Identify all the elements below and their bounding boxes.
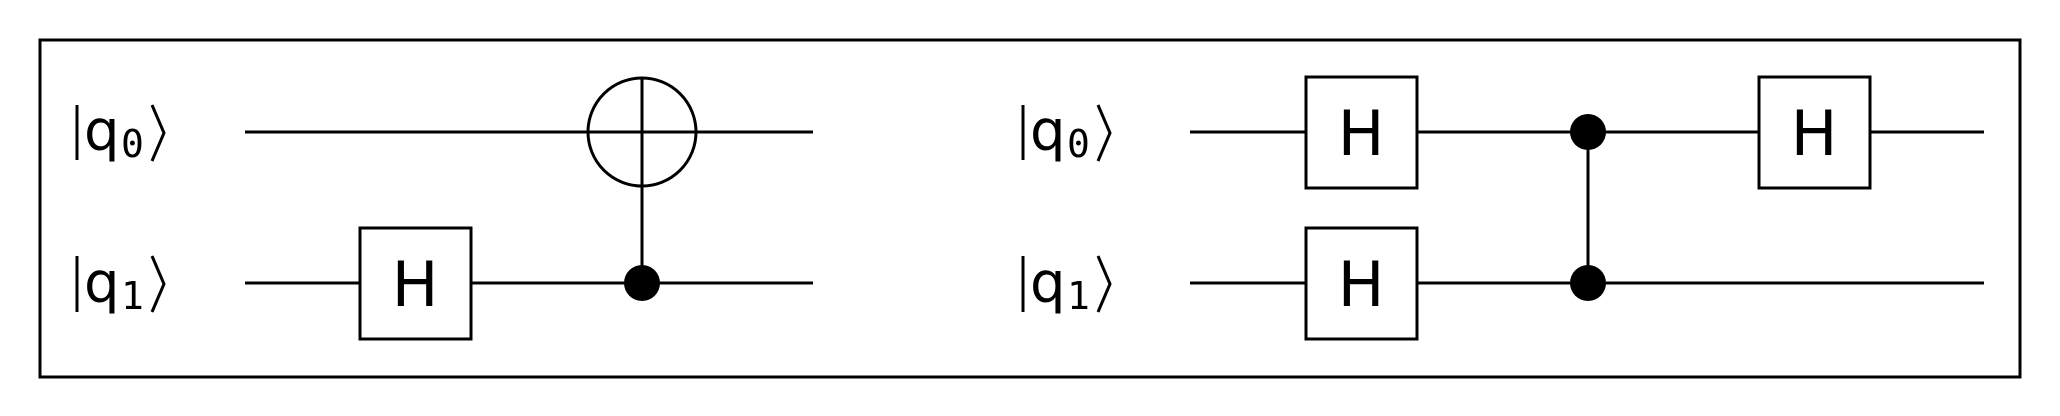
diagram-frame — [38, 38, 2022, 379]
qubit-label-symbol: q — [1030, 99, 1066, 164]
hadamard-gate: H — [1304, 226, 1419, 341]
cnot-gate — [586, 76, 698, 301]
qubit-label-q1: q 1 — [1021, 251, 1112, 318]
qubit-label-index: 0 — [121, 122, 144, 166]
qubit-label-q0: q 0 — [75, 99, 166, 166]
circuit-1: q 0 q 1 H — [75, 76, 813, 341]
qubit-label-symbol: q — [84, 251, 120, 316]
cz-dot-q0 — [1570, 114, 1606, 150]
qubit-label-symbol: q — [1030, 251, 1066, 316]
hadamard-gate: H — [1304, 75, 1419, 190]
qubit-label-index: 0 — [1067, 122, 1090, 166]
qubit-label-symbol: q — [84, 99, 120, 164]
cz-gate — [1570, 114, 1606, 301]
cnot-control-dot — [624, 265, 660, 301]
qubit-label-q0: q 0 — [1021, 99, 1112, 166]
qubit-label-index: 1 — [121, 274, 144, 318]
hadamard-gate: H — [358, 226, 473, 341]
svg-text:H: H — [1338, 248, 1385, 321]
hadamard-gate: H — [1757, 75, 1872, 190]
cz-dot-q1 — [1570, 265, 1606, 301]
svg-text:H: H — [1791, 97, 1838, 170]
qubit-label-q1: q 1 — [75, 251, 166, 318]
qubit-label-index: 1 — [1067, 274, 1090, 318]
svg-text:H: H — [392, 248, 439, 321]
circuit-2: q 0 q 1 H H — [1021, 75, 1984, 341]
svg-text:H: H — [1338, 97, 1385, 170]
